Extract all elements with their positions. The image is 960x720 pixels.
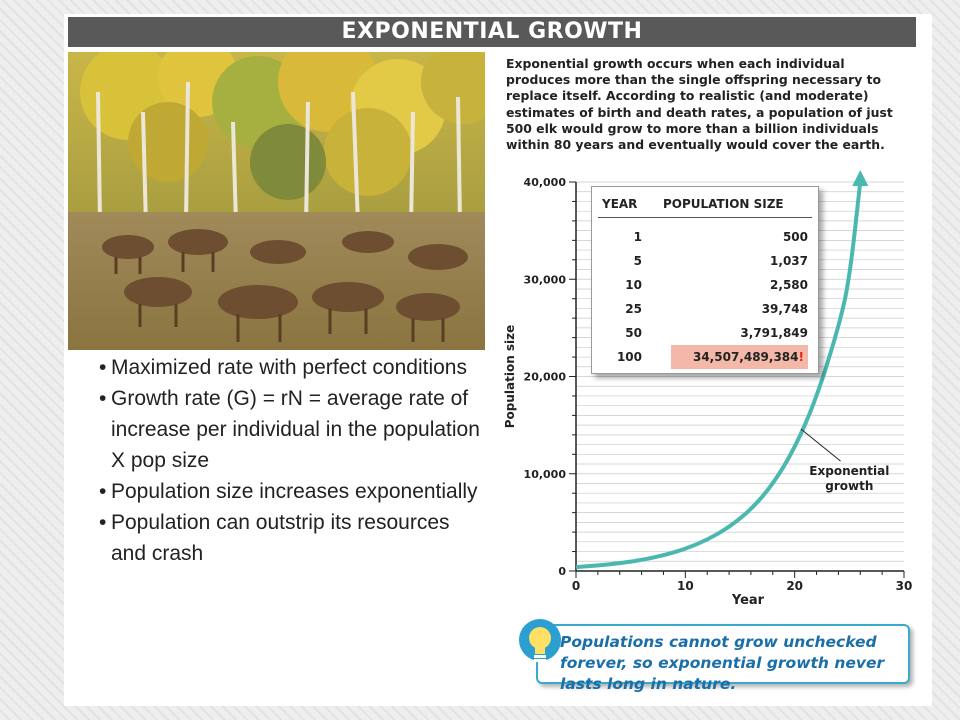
callout-text: Populations cannot grow unchecked foreve… (560, 633, 885, 693)
y-tick-label: 40,000 (524, 176, 567, 189)
bullet-list: • Maximized rate with perfect conditions … (88, 352, 488, 569)
elk-illustration (68, 52, 485, 350)
highlighted-value: 34,507,489,384! (670, 345, 808, 369)
y-tick-label: 10,000 (524, 468, 567, 481)
elk-photo (68, 52, 485, 350)
x-axis-label: Year (731, 593, 765, 608)
growth-curve (575, 181, 863, 570)
x-tick-label: 30 (896, 579, 913, 593)
table-header-year: YEAR (602, 197, 638, 211)
bullet-item: • Maximized rate with perfect conditions (99, 356, 467, 379)
table-divider (598, 217, 812, 218)
y-tick-label: 30,000 (524, 273, 567, 286)
annotation-leader-line (800, 428, 841, 462)
bullet-item: • Population size increases exponentially (99, 480, 478, 503)
slide-title: EXPONENTIAL GROWTH (68, 17, 916, 47)
population-table: YEAR POPULATION SIZE 1 500 5 1,037 10 2,… (591, 186, 819, 374)
chart-ticks: 0 10 20 30 0 10,000 20,000 30,000 40,000 (524, 176, 913, 593)
table-row: 5 1,037 (633, 254, 808, 268)
y-tick-label: 20,000 (524, 371, 567, 384)
x-tick-label: 0 (572, 579, 580, 593)
table-row: 10 2,580 (625, 278, 808, 292)
y-tick-label: 0 (558, 565, 566, 578)
table-row-highlighted: 100 34,507,489,384! (592, 345, 818, 369)
figure-description: Exponential growth occurs when each indi… (506, 56, 893, 153)
table-row: 25 39,748 (625, 302, 808, 316)
slide: EXPONENTIAL GROWTH (64, 14, 932, 706)
x-tick-label: 10 (677, 579, 694, 593)
lightbulb-icon (519, 619, 561, 662)
x-tick-label: 20 (786, 579, 803, 593)
y-axis-label: Population size (503, 325, 517, 429)
figure-panel: Exponential growth occurs when each indi… (494, 52, 916, 693)
curve-annotation: Exponential growth (809, 464, 889, 493)
table-row: 1 500 (633, 230, 808, 244)
curve-arrowhead (852, 170, 869, 186)
bullet-item: • Population can outstrip its resources a… (99, 511, 450, 565)
bullet-item: • Growth rate (G) = rN = average rate of … (99, 387, 480, 472)
table-row: 50 3,791,849 (625, 326, 808, 340)
table-header-population: POPULATION SIZE (663, 197, 784, 211)
callout-box: Populations cannot grow unchecked foreve… (519, 619, 910, 693)
